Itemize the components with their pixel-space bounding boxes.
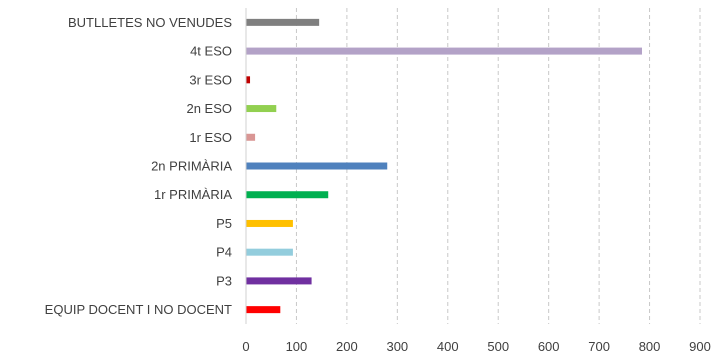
category-label-8: P5 [216,216,232,231]
category-label-4: 2n ESO [186,101,232,116]
x-tick-label-700: 700 [588,339,610,354]
x-tick-label-400: 400 [437,339,459,354]
x-tick-label-200: 200 [336,339,358,354]
bar-1 [246,18,320,26]
bar-11 [246,306,281,314]
category-label-11: EQUIP DOCENT I NO DOCENT [45,302,232,317]
bar-6 [246,162,388,170]
bar-3 [246,76,251,84]
category-labels: BUTLLETES NO VENUDES 4t ESO 3r ESO 2n ESO 1r… [45,15,233,317]
category-label-2: 4t ESO [190,44,232,59]
bar-4 [246,105,277,113]
category-label-3: 3r ESO [189,72,232,87]
category-label-7: 1r PRIMÀRIA [154,187,232,202]
x-tick-label-100: 100 [286,339,308,354]
bars [246,18,642,314]
x-tick-label-800: 800 [639,339,661,354]
x-tick-labels: 0 100 200 300 400 500 600 700 800 900 [242,339,710,354]
category-label-6: 2n PRIMÀRIA [151,159,232,174]
bar-10 [246,277,312,285]
category-label-10: P3 [216,273,232,288]
x-tick-label-900: 900 [689,339,711,354]
bar-2 [246,47,642,55]
bar-8 [246,219,293,227]
x-tick-label-500: 500 [487,339,509,354]
x-tick-label-300: 300 [386,339,408,354]
x-tick-label-600: 600 [538,339,560,354]
bar-9 [246,248,293,256]
bar-7 [246,191,329,199]
x-tick-label-0: 0 [242,339,249,354]
category-label-9: P4 [216,245,232,260]
bar-5 [246,133,256,141]
category-label-1: BUTLLETES NO VENUDES [68,15,232,30]
category-label-5: 1r ESO [189,130,232,145]
